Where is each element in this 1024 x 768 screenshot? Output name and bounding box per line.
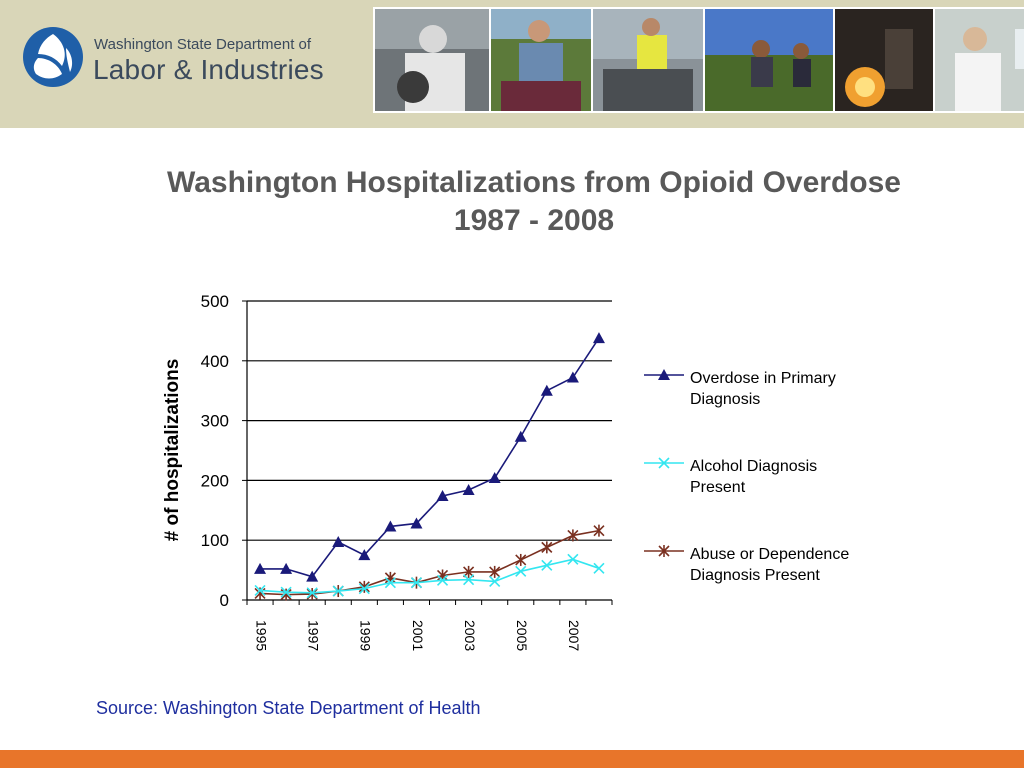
forklift-worker-photo [593, 9, 703, 111]
title-line-1: Washington Hospitalizations from Opioid … [167, 166, 901, 199]
series-2-point [515, 565, 527, 577]
series-2-point [593, 562, 605, 574]
x-tick-label-1999: 1999 [358, 620, 374, 651]
legend-label-3-line-2: Diagnosis Present [690, 567, 820, 584]
legend-item-2: Alcohol Diagnosis Present [644, 458, 817, 496]
legend-label-3-line-1: Abuse or Dependence [690, 546, 849, 563]
series-2-point [567, 553, 579, 565]
series-2-point [541, 559, 553, 571]
series-1-point [540, 384, 553, 396]
logo-text-line1: Washington State Department of [94, 36, 312, 53]
series-1-point [566, 371, 579, 383]
source-note: Source: Washington State Department of H… [96, 698, 481, 718]
series-2-point [280, 586, 292, 598]
series-2-point [332, 585, 344, 597]
series-1-point [410, 517, 423, 529]
y-tick-label-300: 300 [201, 412, 229, 431]
series-3-point [489, 565, 501, 578]
logo-text-line2: Labor & Industries [93, 54, 324, 85]
slide-title: Washington Hospitalizations from Opioid … [100, 164, 968, 240]
series-1-point [384, 520, 397, 532]
series-1-point [462, 483, 475, 495]
series-3-point [541, 541, 553, 554]
legend-marker-1 [658, 369, 670, 380]
x-tick-label-2005: 2005 [514, 620, 530, 651]
series-1-point [332, 535, 345, 547]
series-2-line [259, 558, 600, 594]
series-3-point [515, 553, 527, 566]
x-tick-label-2007: 2007 [566, 620, 582, 651]
field-workers-photo [705, 9, 833, 111]
series-3-point [567, 529, 579, 542]
series-3-line [259, 529, 600, 596]
y-tick-label-100: 100 [201, 531, 229, 550]
series-3-point [593, 524, 605, 537]
grape-harvest-photo [491, 9, 591, 111]
legend-marker-3 [658, 545, 670, 557]
worker-respirator-photo [375, 9, 489, 111]
series-1-point [514, 430, 527, 442]
series-2-point [384, 577, 396, 589]
foundry-worker-photo [835, 9, 933, 111]
series-1-point [280, 562, 293, 574]
x-tick-label-1995: 1995 [253, 620, 269, 651]
legend-marker-2 [658, 457, 670, 469]
y-tick-label-0: 0 [220, 591, 229, 610]
series-2-point [358, 583, 370, 595]
x-tick-label-2001: 2001 [410, 620, 426, 651]
y-axis-label: # of hospitalizations [162, 359, 183, 542]
x-tick-label-1997: 1997 [305, 620, 321, 651]
title-line-2: 1987 - 2008 [453, 204, 615, 237]
series-2-point [463, 574, 475, 586]
series-1-point [592, 332, 605, 344]
bottom-accent-bar [0, 750, 1024, 768]
y-tick-label-400: 400 [201, 352, 229, 371]
legend-label-1-line-2: Diagnosis [690, 391, 760, 408]
y-tick-label-200: 200 [201, 471, 229, 490]
legend-item-1: Overdose in Primary Diagnosis [644, 370, 836, 408]
legend-label-2-line-1: Alcohol Diagnosis [690, 458, 817, 475]
series-2-point [254, 584, 266, 596]
series-2-point [436, 574, 449, 586]
series-1-point [358, 549, 371, 561]
legend-label-2-line-2: Present [690, 479, 746, 496]
legend-label-1-line-1: Overdose in Primary [690, 370, 836, 387]
series-2-point [306, 587, 318, 599]
department-logo-icon [23, 27, 83, 87]
header-banner: Washington State Department of Labor & I… [0, 0, 1024, 128]
y-tick-label-500: 500 [201, 292, 229, 311]
series-1-point [254, 562, 267, 574]
lab-worker-photo [935, 9, 1024, 111]
series-1-point [488, 472, 501, 484]
x-tick-label-2003: 2003 [462, 620, 478, 651]
series-3-point [358, 580, 370, 593]
photo-strip [373, 7, 1024, 113]
series-1-line [260, 337, 600, 578]
series-1-point [436, 489, 449, 501]
series-2-point [410, 577, 423, 589]
series-1-point [306, 570, 319, 582]
legend-item-3: Abuse or Dependence Diagnosis Present [644, 546, 849, 584]
series-3-point [306, 588, 318, 601]
series-2-point [489, 575, 501, 588]
